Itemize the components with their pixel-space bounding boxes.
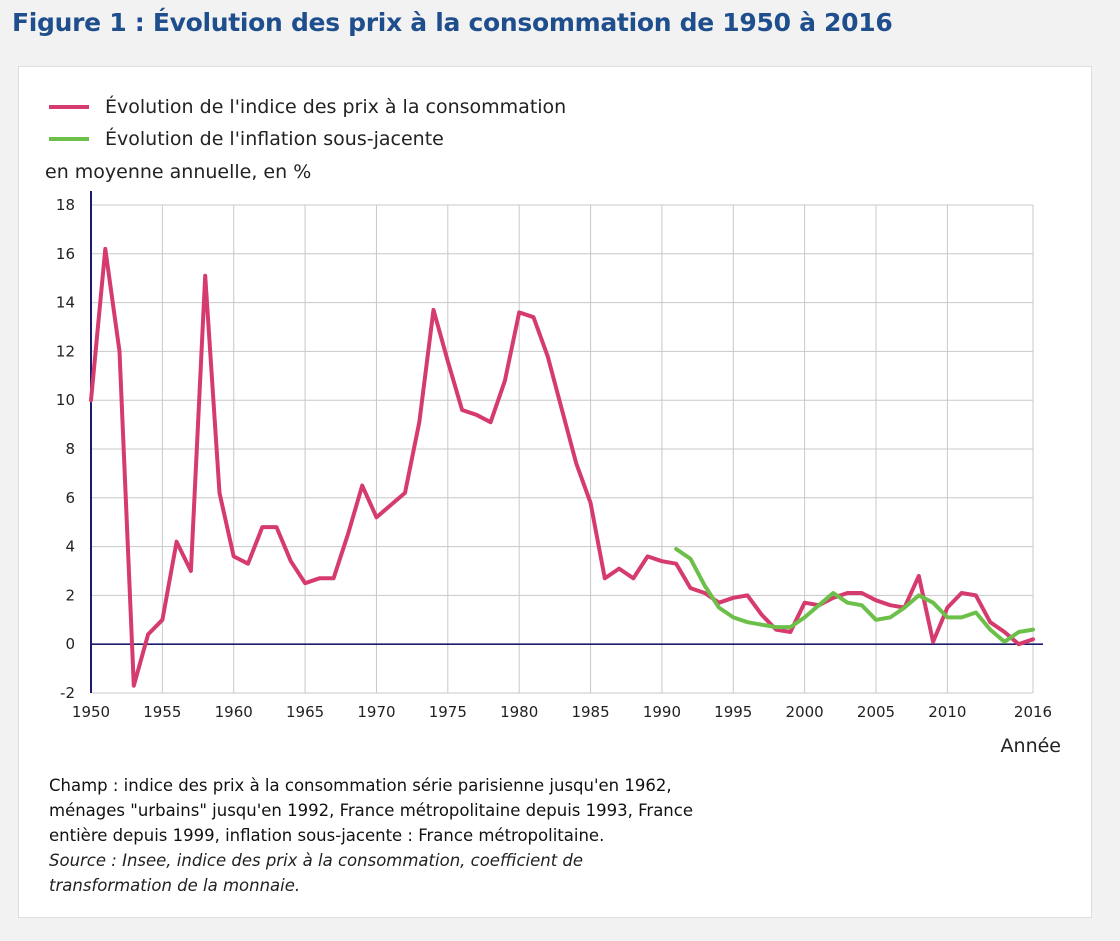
x-tick-label: 1955: [143, 703, 181, 721]
x-tick-label: 1960: [215, 703, 253, 721]
y-axis-unit-label: en moyenne annuelle, en %: [45, 161, 312, 183]
y-tick-label: 8: [65, 440, 75, 458]
x-tick-label: 2010: [928, 703, 966, 721]
y-tick-label: 0: [65, 635, 75, 653]
x-tick-label: 1980: [500, 703, 538, 721]
y-tick-label: 18: [56, 196, 75, 214]
legend-item-core-inflation: Évolution de l'inflation sous-jacente: [49, 127, 444, 151]
x-tick-label: 2016: [1014, 703, 1052, 721]
y-tick-label: -2: [60, 684, 75, 702]
legend-item-cpi: Évolution de l'indice des prix à la cons…: [49, 95, 566, 119]
scope-note: Champ : indice des prix à la consommatio…: [49, 776, 693, 845]
x-tick-label: 1975: [429, 703, 467, 721]
chart-card: Évolution de l'indice des prix à la cons…: [18, 66, 1092, 918]
x-tick-label: 2000: [786, 703, 824, 721]
chart-notes: Champ : indice des prix à la consommatio…: [49, 773, 749, 898]
x-tick-label: 1995: [714, 703, 752, 721]
y-tick-label: 2: [65, 586, 75, 604]
source-note: Source : Insee, indice des prix à la con…: [49, 851, 584, 895]
x-axis-title: Année: [1000, 735, 1061, 757]
y-tick-label: 16: [56, 245, 75, 263]
series-line-cpi: [89, 246, 1035, 688]
y-tick-label: 14: [56, 294, 75, 312]
y-tick-label: 10: [56, 391, 75, 409]
x-tick-label: 1970: [357, 703, 395, 721]
legend-swatch-cpi: [49, 105, 89, 109]
figure-title: Figure 1 : Évolution des prix à la conso…: [12, 8, 893, 37]
x-tick-label: 1990: [643, 703, 681, 721]
legend-swatch-core-inflation: [49, 137, 89, 141]
y-tick-label: 12: [56, 342, 75, 360]
x-tick-label: 1965: [286, 703, 324, 721]
y-tick-label: 6: [65, 489, 75, 507]
x-tick-label: 1950: [72, 703, 110, 721]
y-tick-label: 4: [65, 538, 75, 556]
x-tick-label: 2005: [857, 703, 895, 721]
legend-label-cpi: Évolution de l'indice des prix à la cons…: [105, 96, 567, 118]
x-tick-label: 1985: [571, 703, 609, 721]
legend-label-core-inflation: Évolution de l'inflation sous-jacente: [105, 128, 444, 150]
series-line-core-inflation: [674, 547, 1035, 644]
